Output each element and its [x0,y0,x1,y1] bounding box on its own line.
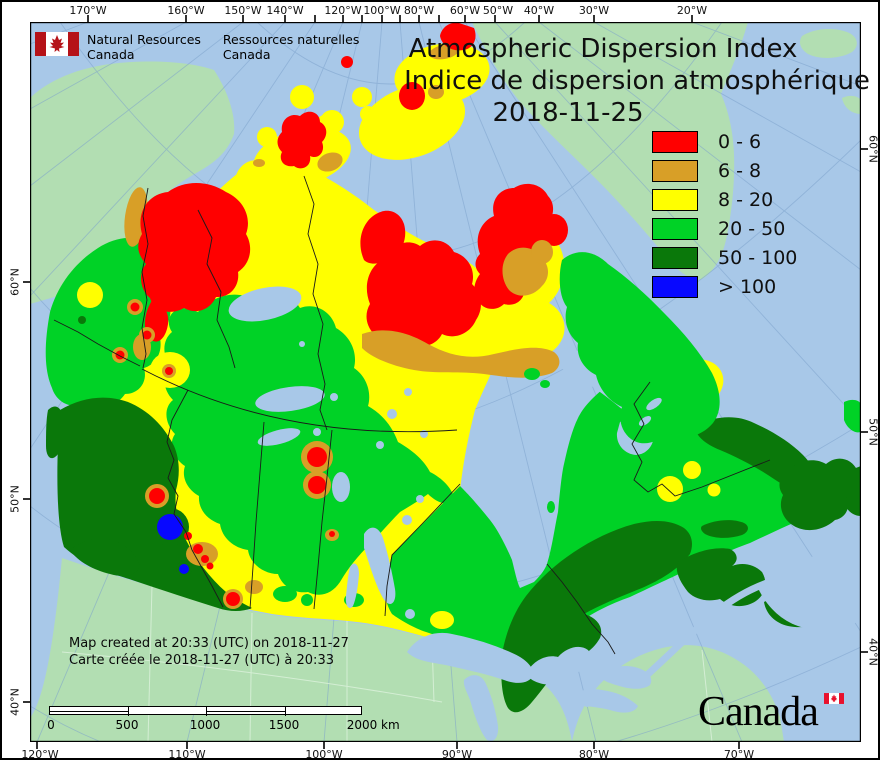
legend-label: 6 - 8 [718,160,762,182]
lon-label: 80°W [403,4,435,17]
nrcan-logo: Natural Resources Canada Ressources natur… [35,32,381,62]
creation-timestamp: Map created at 20:33 (UTC) on 2018-11-27… [69,635,349,669]
lat-label: 60°N [8,268,22,296]
scale-bar-graphic [49,706,362,716]
usa [30,558,572,742]
scale-bar: 0 500 1000 1500 2000 km [47,706,400,732]
map-title-en: Atmospheric Dispersion Index [408,34,798,64]
scale-tick: 1000 [189,718,221,732]
newfoundland [779,458,859,531]
lon-label: 140°W [266,4,304,17]
canada-adi-map [30,22,861,742]
lon-label: 80°W [578,748,610,760]
map-title-date: 2018-11-25 [492,98,644,128]
banks-island [360,210,406,264]
great-bear-lake [228,286,302,322]
lon-label: 150°W [224,4,262,17]
lon-label: 20°W [676,4,708,17]
alaska [30,61,235,305]
adi-0-6-yukon [138,183,251,342]
haida-gwaii [46,406,63,459]
lon-label: 100°W [305,748,343,760]
vancouver-island [70,538,140,576]
gulf-st-lawrence [757,552,861,631]
lat-label: 50°N [8,485,22,513]
dept-name-fr: Ressources naturelles Canada [222,32,360,62]
lake-superior [407,632,534,683]
lon-label: 170°W [69,4,107,17]
wordmark-flag-icon [824,693,844,704]
lon-label: 110°W [168,748,206,760]
adi-20-50-region-east [385,382,830,670]
province-borders [53,175,771,655]
lake-michigan [463,675,499,742]
lon-label: 90°W [441,748,473,760]
lon-label: 30°W [578,4,610,17]
lakes [228,286,662,742]
southampton-island [495,299,543,337]
scale-tick: 2000 [346,718,378,732]
legend-swatch-6-8 [652,160,698,182]
lon-label: 120°W [21,748,59,760]
lon-label: 70°W [723,748,755,760]
iceland [800,28,857,58]
lake-ontario [601,666,652,689]
green-patches [271,448,439,609]
scale-unit: km [381,718,400,732]
lat-label: 50°N [866,418,880,446]
lon-label: 60°W [449,4,481,17]
lon-label: 100°W [363,4,401,17]
great-slave-lake [255,386,325,412]
lat-label: 60°N [866,135,880,163]
lon-label: 120°W [324,4,362,17]
legend-swatch-20-50 [652,218,698,240]
lat-label: 40°N [866,638,880,666]
st-lawrence-river [643,578,774,679]
adi-0-6-arctic [360,183,568,347]
adi-over-100-spot [157,514,183,540]
canada-flag-icon [35,32,79,56]
map-border [30,22,861,742]
anticosti [701,520,748,538]
adi-20-50-region-bc [45,237,171,406]
legend-swatch-0-6 [652,131,698,153]
adi-6-8-arctic [362,240,560,378]
adi-spot-cluster-prairies [145,441,339,609]
legend-label: 0 - 6 [718,131,762,153]
lake-huron [527,646,592,685]
lon-label: 160°W [167,4,205,17]
us-state-lines [61,584,713,742]
map-canvas [30,22,861,742]
legend-label: > 100 [718,276,777,298]
lat-label: 40°N [8,688,22,716]
lon-label: 40°W [523,4,555,17]
scale-tick: 500 [115,718,139,732]
baffin-island [559,252,720,444]
legend-label: 8 - 20 [718,189,774,211]
canada-wordmark: Canada [698,689,819,735]
legend-swatch-50-100 [652,247,698,269]
legend-label: 20 - 50 [718,218,786,240]
lake-erie [562,689,638,713]
lon-label: 50°W [482,4,514,17]
scale-tick: 1500 [268,718,300,732]
greenland [472,22,748,280]
scale-tick: 0 [47,718,55,732]
map-title-fr: Indice de dispersion atmosphérique [404,66,870,96]
legend-label: 50 - 100 [718,247,798,269]
created-line-en: Map created at 20:33 (UTC) on 2018-11-27 [69,636,349,651]
dept-name-en: Natural Resources Canada [87,32,201,62]
legend-swatch-8-20 [652,189,698,211]
created-line-fr: Carte créée le 2018-11-27 (UTC) à 20:33 [69,653,334,668]
victoria-island [366,240,481,347]
legend-swatch-over-100 [652,276,698,298]
